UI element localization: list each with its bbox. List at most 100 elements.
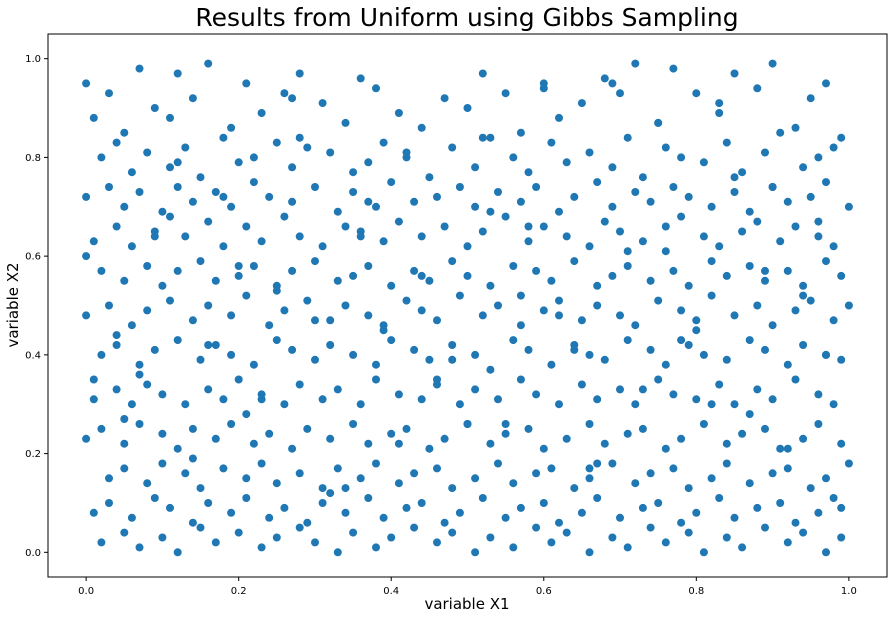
data-point xyxy=(776,128,785,137)
data-point xyxy=(135,543,144,552)
data-point xyxy=(211,434,220,443)
data-point xyxy=(166,113,174,122)
data-point xyxy=(356,400,365,409)
data-point xyxy=(341,118,350,127)
data-point xyxy=(768,59,777,68)
data-point xyxy=(623,262,632,270)
data-point xyxy=(326,489,335,498)
data-point xyxy=(509,543,518,552)
data-point xyxy=(715,99,724,108)
data-point xyxy=(638,424,647,433)
data-point xyxy=(486,207,495,216)
data-point xyxy=(249,153,258,162)
data-point xyxy=(829,316,838,325)
data-point xyxy=(623,336,632,345)
data-point xyxy=(722,355,731,364)
data-point xyxy=(844,301,853,310)
data-point xyxy=(196,523,205,532)
data-point xyxy=(509,336,518,345)
data-point xyxy=(257,395,266,404)
data-point xyxy=(288,163,297,172)
data-point xyxy=(814,508,823,517)
data-point xyxy=(341,508,350,517)
data-point xyxy=(311,316,319,325)
data-point xyxy=(97,153,106,162)
data-point xyxy=(539,444,548,453)
data-point xyxy=(837,355,846,364)
data-point xyxy=(837,133,846,142)
data-point xyxy=(349,271,358,280)
data-point xyxy=(516,291,525,300)
data-point xyxy=(448,143,457,152)
data-point xyxy=(448,484,457,493)
data-point xyxy=(425,355,434,364)
data-point xyxy=(105,183,113,191)
data-point xyxy=(715,380,724,389)
data-point xyxy=(272,336,281,345)
data-point xyxy=(829,494,838,502)
data-point xyxy=(211,341,220,349)
data-point xyxy=(318,395,327,404)
data-point xyxy=(631,321,640,330)
data-point xyxy=(219,242,228,251)
data-point xyxy=(562,528,571,537)
data-point xyxy=(188,518,197,527)
data-point xyxy=(661,360,670,369)
data-point xyxy=(158,429,167,438)
data-point xyxy=(97,266,106,275)
data-point xyxy=(669,390,678,399)
x-tick-label: 0.4 xyxy=(383,586,399,597)
data-point xyxy=(471,385,480,394)
data-point xyxy=(303,424,312,433)
data-point xyxy=(799,291,808,300)
data-point xyxy=(402,148,411,157)
data-point xyxy=(349,528,358,537)
data-point xyxy=(150,494,159,502)
data-point xyxy=(455,291,464,300)
data-point xyxy=(822,257,830,266)
data-point xyxy=(623,133,632,142)
data-point xyxy=(143,380,152,389)
data-point xyxy=(699,158,708,167)
data-point xyxy=(280,89,289,98)
data-point xyxy=(211,538,220,547)
data-point xyxy=(433,192,441,201)
data-point xyxy=(539,84,548,93)
data-point xyxy=(585,464,594,473)
data-point xyxy=(745,336,754,345)
data-point xyxy=(311,355,319,364)
data-point xyxy=(196,355,205,364)
data-point xyxy=(677,336,686,345)
data-point xyxy=(112,222,121,231)
data-point xyxy=(196,484,205,493)
data-point xyxy=(425,173,434,182)
data-point xyxy=(280,212,289,221)
data-point xyxy=(814,390,823,399)
data-point xyxy=(318,99,327,108)
data-point xyxy=(227,420,236,428)
data-point xyxy=(82,252,91,261)
data-point xyxy=(623,247,632,256)
data-point xyxy=(394,217,403,226)
data-point xyxy=(501,420,510,428)
data-point xyxy=(684,341,693,349)
data-point xyxy=(616,311,624,320)
data-point xyxy=(463,420,472,428)
data-point xyxy=(303,296,312,305)
data-point xyxy=(631,400,640,409)
data-point xyxy=(684,484,693,493)
data-point xyxy=(82,79,91,88)
data-point xyxy=(440,434,449,443)
data-point xyxy=(768,321,777,330)
data-point xyxy=(372,375,380,384)
data-point xyxy=(204,217,213,226)
data-point xyxy=(364,158,373,167)
data-point xyxy=(127,400,136,409)
data-point xyxy=(372,459,380,468)
data-point xyxy=(311,538,319,547)
data-point xyxy=(410,197,419,206)
data-point xyxy=(494,301,502,310)
data-point xyxy=(806,192,815,201)
data-point xyxy=(593,301,602,310)
data-point xyxy=(89,113,98,122)
